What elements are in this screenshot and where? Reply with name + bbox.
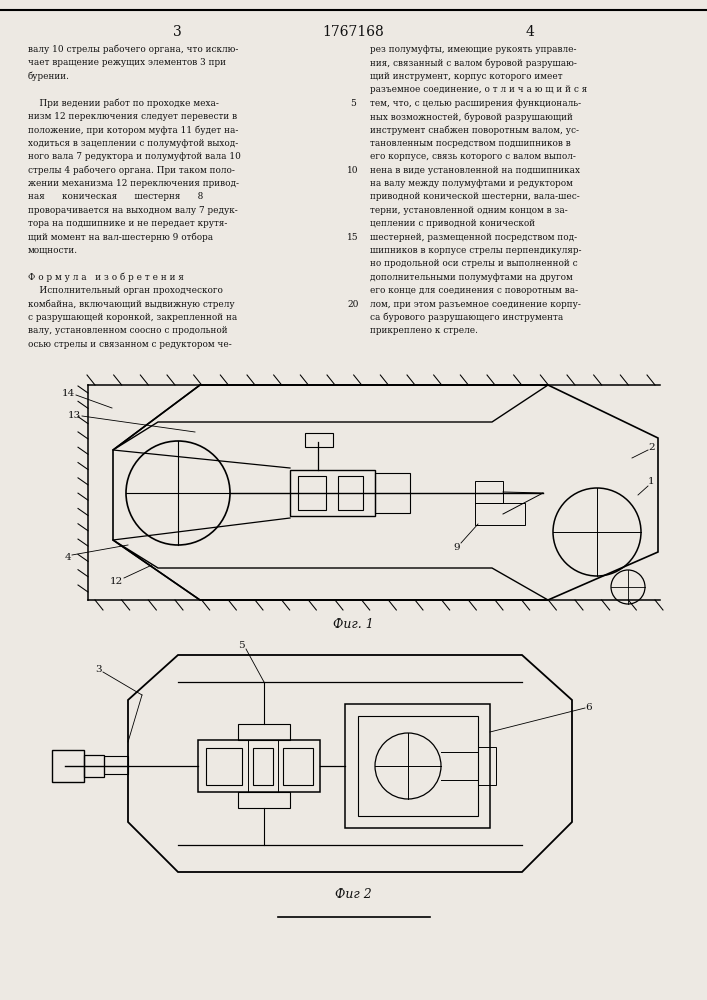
Text: шипников в корпусе стрелы перпендикуляр-: шипников в корпусе стрелы перпендикуляр- [370, 246, 581, 255]
Text: тановленным посредством подшипников в: тановленным посредством подшипников в [370, 139, 571, 148]
Text: щий момент на вал-шестерню 9 отбора: щий момент на вал-шестерню 9 отбора [28, 233, 213, 242]
Bar [52, 750, 84, 782]
Bar [290, 470, 375, 516]
Bar [345, 704, 490, 828]
Text: 2: 2 [648, 442, 655, 452]
Text: 13: 13 [68, 410, 81, 420]
Text: Ф о р м у л а   и з о б р е т е н и я: Ф о р м у л а и з о б р е т е н и я [28, 273, 184, 282]
Text: осью стрелы и связанном с редуктором че-: осью стрелы и связанном с редуктором че- [28, 340, 232, 349]
Text: мощности.: мощности. [28, 246, 78, 255]
Bar [338, 476, 363, 510]
Text: нена в виде установленной на подшипниках: нена в виде установленной на подшипниках [370, 166, 580, 175]
Text: 1: 1 [648, 478, 655, 487]
Text: бурении.: бурении. [28, 72, 70, 81]
Text: рез полумуфты, имеющие рукоять управле-: рез полумуфты, имеющие рукоять управле- [370, 45, 576, 54]
Text: валу, установленном соосно с продольной: валу, установленном соосно с продольной [28, 326, 228, 335]
Text: разъемное соединение, о т л и ч а ю щ и й с я: разъемное соединение, о т л и ч а ю щ и … [370, 85, 588, 94]
Text: прикреплено к стреле.: прикреплено к стреле. [370, 326, 478, 335]
Bar [478, 747, 496, 785]
Text: При ведении работ по проходке меха-: При ведении работ по проходке меха- [28, 99, 219, 108]
Text: 5: 5 [350, 99, 356, 108]
Text: ных возможностей, буровой разрушающий: ных возможностей, буровой разрушающий [370, 112, 573, 121]
Text: 10: 10 [347, 166, 358, 175]
Text: 9: 9 [453, 544, 460, 552]
Text: его корпусе, связь которого с валом выпол-: его корпусе, связь которого с валом выпо… [370, 152, 576, 161]
Text: 3: 3 [173, 25, 182, 39]
Bar [475, 481, 503, 503]
Bar [298, 476, 326, 510]
Text: лом, при этом разъемное соединение корпу-: лом, при этом разъемное соединение корпу… [370, 300, 581, 309]
Text: валу 10 стрелы рабочего органа, что исклю-: валу 10 стрелы рабочего органа, что искл… [28, 45, 238, 54]
Text: Фиг. 1: Фиг. 1 [332, 618, 373, 631]
Bar [305, 433, 333, 447]
Text: са бурового разрушающего инструмента: са бурового разрушающего инструмента [370, 313, 563, 322]
Text: стрелы 4 рабочего органа. При таком поло-: стрелы 4 рабочего органа. При таком поло… [28, 166, 235, 175]
Text: Фиг 2: Фиг 2 [334, 888, 371, 901]
Bar [206, 748, 242, 785]
Text: терни, установленной одним концом в за-: терни, установленной одним концом в за- [370, 206, 568, 215]
Text: положение, при котором муфта 11 будет на-: положение, при котором муфта 11 будет на… [28, 125, 238, 135]
Text: с разрушающей коронкой, закрепленной на: с разрушающей коронкой, закрепленной на [28, 313, 238, 322]
Text: ния, связанный с валом буровой разрушаю-: ния, связанный с валом буровой разрушаю- [370, 58, 577, 68]
Text: 4: 4 [65, 552, 71, 562]
Text: но продольной оси стрелы и выполненной с: но продольной оси стрелы и выполненной с [370, 259, 578, 268]
Text: 1767168: 1767168 [322, 25, 384, 39]
Bar [104, 756, 128, 774]
Text: 5: 5 [238, 641, 245, 650]
Text: 4: 4 [525, 25, 534, 39]
Text: комбайна, включающий выдвижную стрелу: комбайна, включающий выдвижную стрелу [28, 300, 235, 309]
Text: 6: 6 [585, 704, 592, 712]
Text: ная      коническая      шестерня      8: ная коническая шестерня 8 [28, 192, 203, 201]
Text: на валу между полумуфтами и редуктором: на валу между полумуфтами и редуктором [370, 179, 573, 188]
Text: 20: 20 [347, 300, 358, 309]
Bar [198, 740, 320, 792]
Bar [84, 755, 104, 777]
Text: 14: 14 [62, 389, 75, 398]
Bar [283, 748, 313, 785]
Text: 3: 3 [95, 666, 102, 674]
Bar [375, 473, 410, 513]
Bar [475, 503, 525, 525]
Text: жении механизма 12 переключения привод-: жении механизма 12 переключения привод- [28, 179, 239, 188]
Text: щий инструмент, корпус которого имеет: щий инструмент, корпус которого имеет [370, 72, 563, 81]
Text: ного вала 7 редуктора и полумуфтой вала 10: ного вала 7 редуктора и полумуфтой вала … [28, 152, 241, 161]
Text: его конце для соединения с поворотным ва-: его конце для соединения с поворотным ва… [370, 286, 578, 295]
Text: ходиться в зацеплении с полумуфтой выход-: ходиться в зацеплении с полумуфтой выход… [28, 139, 238, 148]
Text: инструмент снабжен поворотным валом, ус-: инструмент снабжен поворотным валом, ус- [370, 125, 579, 135]
Text: тора на подшипнике и не передает крутя-: тора на подшипнике и не передает крутя- [28, 219, 228, 228]
Text: чает вращение режущих элементов 3 при: чает вращение режущих элементов 3 при [28, 58, 226, 67]
Text: проворачивается на выходном валу 7 редук-: проворачивается на выходном валу 7 редук… [28, 206, 238, 215]
Text: тем, что, с целью расширения функциональ-: тем, что, с целью расширения функциональ… [370, 99, 581, 108]
Text: шестерней, размещенной посредством под-: шестерней, размещенной посредством под- [370, 233, 577, 242]
Text: 12: 12 [110, 578, 123, 586]
Text: 15: 15 [347, 233, 359, 242]
Text: низм 12 переключения следует перевести в: низм 12 переключения следует перевести в [28, 112, 237, 121]
Text: Исполнительный орган проходческого: Исполнительный орган проходческого [28, 286, 223, 295]
Bar [253, 748, 273, 785]
Text: приводной конической шестерни, вала-шес-: приводной конической шестерни, вала-шес- [370, 192, 580, 201]
Text: цеплении с приводной конической: цеплении с приводной конической [370, 219, 535, 228]
Text: дополнительными полумуфтами на другом: дополнительными полумуфтами на другом [370, 273, 573, 282]
Bar [358, 716, 478, 816]
